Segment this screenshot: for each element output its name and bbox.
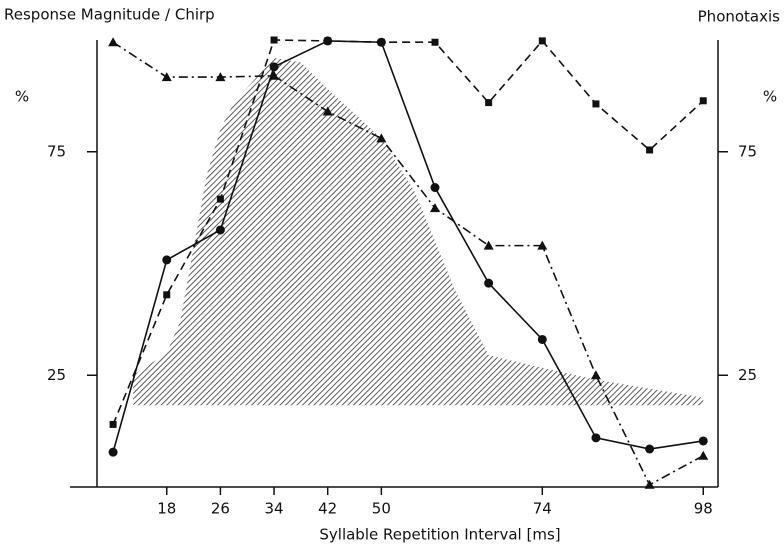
circle-marker (484, 278, 494, 288)
triangle-marker (322, 106, 333, 116)
x-tick-label: 74 (533, 500, 552, 518)
circle-marker (108, 447, 118, 457)
triangle-marker (590, 370, 601, 380)
y2-label: % (763, 88, 777, 106)
square-marker (324, 37, 332, 45)
circle-marker (430, 183, 440, 193)
series-line (112, 41, 704, 486)
x-tick-label: 98 (694, 500, 713, 518)
triangle-marker (483, 240, 494, 250)
x-tick-label: 34 (264, 500, 283, 518)
triangle-marker (537, 240, 548, 250)
triangle-marker (161, 72, 172, 82)
circle-marker (162, 255, 172, 265)
triangle-marker (376, 133, 387, 143)
square-marker (485, 99, 493, 107)
x-label: Syllable Repetition Interval [ms] (319, 526, 560, 544)
x-tick-label: 26 (211, 500, 230, 518)
circle-marker (591, 433, 601, 443)
square-marker (431, 38, 439, 46)
series-line (112, 40, 704, 453)
series-line (112, 39, 704, 425)
y2-title: Phonotaxis (698, 8, 781, 26)
triangle-marker (429, 203, 440, 213)
y2-tick-label: 75 (738, 142, 757, 160)
y-tick-label: 75 (47, 142, 66, 160)
chart-title: Response Magnitude / Chirp (4, 6, 215, 24)
square-marker (270, 36, 278, 44)
square-marker (163, 291, 171, 299)
square-marker (216, 195, 224, 203)
square-marker (699, 97, 707, 105)
y-label: % (15, 88, 29, 106)
y-tick-label: 25 (47, 366, 66, 384)
x-tick-label: 18 (157, 500, 176, 518)
x-tick-label: 42 (318, 500, 337, 518)
square-marker (109, 420, 117, 428)
square-marker (646, 146, 654, 154)
triangle-marker (644, 479, 655, 489)
square-marker (538, 37, 546, 45)
circle-marker (537, 334, 547, 344)
square-marker (592, 100, 600, 108)
triangle-marker (269, 70, 280, 80)
y2-tick-label: 25 (738, 366, 757, 384)
triangle-marker (215, 72, 226, 82)
circle-marker (215, 225, 225, 235)
triangle-marker (698, 450, 709, 460)
circle-marker (698, 436, 708, 446)
triangle-marker (108, 37, 119, 47)
hatched-area (133, 57, 704, 406)
circle-marker (269, 62, 279, 72)
circle-marker (645, 444, 655, 454)
square-marker (377, 38, 385, 46)
x-tick-label: 50 (372, 500, 391, 518)
